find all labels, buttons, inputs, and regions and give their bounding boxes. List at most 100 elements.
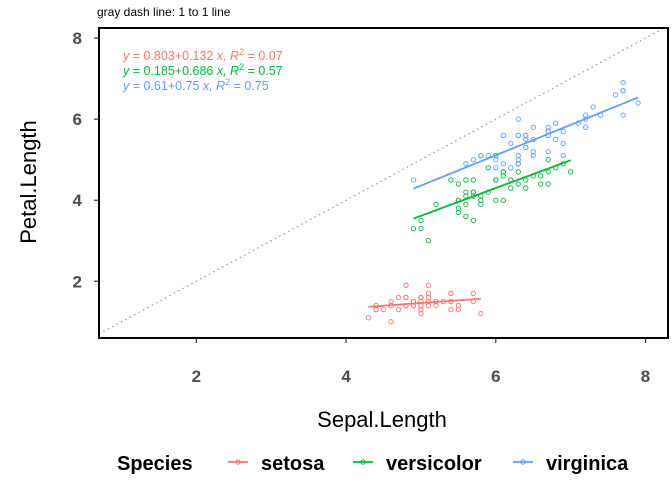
data-point	[418, 217, 424, 224]
equation-part: = 0.07	[244, 49, 283, 63]
data-point	[530, 148, 536, 155]
chart-subtitle: gray dash line: 1 to 1 line	[97, 5, 231, 19]
data-point	[395, 306, 402, 313]
data-point	[380, 306, 387, 313]
legend-key-point	[520, 459, 526, 465]
data-point	[478, 152, 484, 159]
series-virginica-points	[410, 80, 641, 183]
fit-line-virginica	[413, 96, 639, 190]
data-point	[493, 157, 499, 163]
data-point	[500, 161, 506, 167]
data-point	[515, 116, 521, 122]
data-point	[463, 213, 469, 220]
y-axis-ticks: 2 4 6 8	[73, 29, 99, 291]
data-point	[478, 197, 484, 203]
data-point	[485, 165, 491, 171]
legend-item-versicolor: versicolor	[353, 453, 482, 475]
data-point	[523, 144, 529, 151]
data-point	[635, 100, 641, 106]
equation-part: , R	[223, 64, 239, 78]
equation-part: y	[122, 49, 130, 63]
data-point	[365, 315, 372, 321]
data-point	[568, 169, 574, 175]
y-tick-label: 4	[73, 191, 83, 210]
equation-part: = 0.75	[230, 79, 269, 93]
data-point	[560, 140, 566, 147]
equation-part: x	[216, 49, 224, 63]
equation-part: y	[122, 64, 130, 78]
equation-part: = 0.61+0.75	[129, 79, 203, 93]
legend-key-point	[235, 459, 241, 465]
equation-versicolor: y = 0.185+0.686 x, R2 = 0.57	[122, 62, 283, 78]
equation-part: x	[216, 64, 224, 78]
data-point	[538, 181, 544, 187]
equation-part: = 0.185+0.686	[129, 64, 217, 78]
plot-area: y = 0.803+0.132 x, R2 = 0.07y = 0.185+0.…	[98, 27, 669, 339]
data-point	[545, 181, 551, 187]
data-point	[410, 177, 417, 183]
x-tick-label: 4	[341, 367, 351, 386]
data-point	[418, 225, 424, 232]
equation-setosa: y = 0.803+0.132 x, R2 = 0.07	[122, 47, 283, 63]
data-point	[523, 185, 529, 191]
data-point	[470, 157, 476, 163]
data-point	[493, 197, 499, 203]
data-point	[508, 140, 514, 147]
data-point	[590, 104, 596, 110]
data-point	[515, 132, 521, 139]
legend-label: virginica	[546, 453, 629, 475]
data-point	[448, 290, 454, 297]
equation-part: = 0.803+0.132	[129, 49, 217, 63]
data-point	[455, 306, 462, 313]
x-tick-label: 2	[192, 367, 201, 386]
data-point	[612, 92, 619, 98]
legend-item-virginica: virginica	[513, 453, 629, 475]
data-point	[560, 128, 566, 134]
data-point	[373, 306, 379, 313]
data-point	[455, 181, 462, 187]
data-point	[545, 148, 551, 155]
data-point	[508, 185, 514, 191]
data-point	[463, 201, 469, 207]
fit-line-setosa	[368, 297, 481, 308]
x-axis-ticks: 2 4 6 8	[192, 338, 650, 386]
data-point	[418, 294, 424, 301]
data-point	[470, 177, 476, 183]
plot-contents	[99, 28, 666, 335]
data-point	[448, 306, 454, 313]
equation-part: y	[122, 79, 130, 93]
data-point	[425, 238, 432, 244]
data-point	[425, 294, 432, 301]
equation-virginica: y = 0.61+0.75 x, R2 = 0.75	[122, 77, 269, 93]
data-point	[553, 120, 559, 126]
equation-part: 2	[239, 47, 244, 57]
data-point	[448, 177, 454, 183]
data-point	[403, 282, 409, 288]
equation-part: 2	[239, 62, 244, 72]
equation-part: = 0.57	[244, 64, 283, 78]
equation-part: 2	[225, 77, 230, 87]
equation-part: , R	[223, 49, 239, 63]
x-axis-title: Sepal.Length	[317, 407, 447, 432]
data-point	[538, 173, 544, 179]
data-point	[455, 209, 462, 216]
data-point	[478, 311, 484, 317]
data-point	[493, 177, 499, 183]
data-point	[523, 136, 529, 143]
y-tick-label: 6	[73, 110, 82, 129]
data-point	[545, 169, 551, 175]
series-versicolor-points	[410, 152, 574, 244]
data-point	[463, 177, 469, 183]
x-tick-label: 8	[641, 367, 650, 386]
equation-part: , R	[209, 79, 225, 93]
data-point	[500, 132, 506, 139]
data-point	[582, 124, 589, 130]
data-point	[463, 161, 469, 167]
legend-label: setosa	[261, 453, 325, 475]
data-point	[515, 169, 521, 175]
fit-line-versicolor	[413, 159, 571, 220]
y-tick-label: 2	[73, 272, 82, 291]
data-point	[388, 319, 394, 325]
y-tick-label: 8	[73, 29, 82, 48]
data-point	[500, 197, 506, 203]
